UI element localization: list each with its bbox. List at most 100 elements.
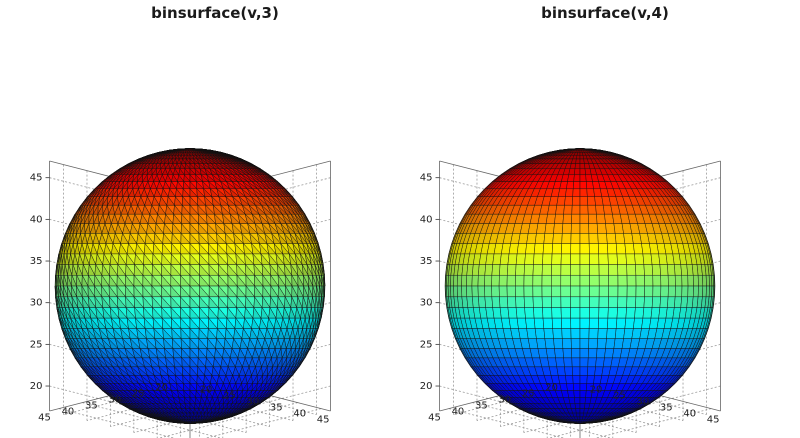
surface-cell (491, 296, 501, 308)
surface-cell (560, 264, 571, 276)
surface-cell (551, 243, 562, 255)
surface-cell (560, 296, 571, 308)
surface-cell (551, 296, 562, 308)
surface-cell (633, 243, 644, 255)
y-tick-label: 35 (85, 401, 98, 412)
surface-cell (692, 285, 699, 298)
surface-cell (477, 275, 486, 287)
surface-cell (667, 296, 676, 308)
surface-cell (579, 348, 589, 359)
surface-cell (571, 196, 581, 206)
surface-cell (598, 285, 609, 298)
surface-cell (533, 253, 544, 265)
surface-cell (579, 204, 589, 215)
surface-cell (542, 317, 553, 329)
surface-cell (570, 264, 581, 276)
surface-cell (606, 328, 617, 339)
surface-cell (643, 296, 654, 308)
surface-cell (587, 204, 597, 215)
y-tick-label: 30 (108, 395, 121, 406)
surface-cell (456, 275, 463, 287)
surface-cell (507, 253, 518, 265)
surface-cell (615, 243, 627, 255)
surface-cell (561, 243, 572, 255)
surface-cell (572, 383, 581, 391)
surface-cell (484, 296, 493, 308)
surface-cell (573, 174, 581, 182)
surface-cell (598, 253, 609, 265)
surface-cell (651, 296, 661, 308)
x-tick-label: 20 (200, 385, 213, 396)
surface-cell (634, 307, 645, 319)
surface-cell (571, 366, 581, 376)
surface-cell (570, 307, 581, 319)
surface-cell (650, 253, 661, 265)
surface-cell (515, 296, 525, 308)
surface-cell (616, 253, 627, 265)
surface-cell (635, 264, 645, 276)
surface-cell (554, 348, 564, 359)
surface-cell (541, 285, 552, 298)
surface-cell (532, 285, 543, 298)
surface-cell (508, 317, 519, 329)
surface-cell (633, 317, 644, 329)
surface-cell (588, 223, 598, 234)
surface-cell (608, 285, 619, 298)
surface-cell (596, 338, 607, 349)
surface-cell (568, 168, 576, 176)
surface-cell (598, 317, 609, 329)
surface-cell (579, 168, 586, 176)
surface-cell (532, 264, 543, 276)
surface-cell (525, 243, 536, 255)
surface-cell (565, 375, 574, 384)
surface-cell (543, 233, 554, 244)
surface-cell (499, 307, 510, 319)
surface-cell (570, 223, 581, 234)
surface-cell (506, 275, 516, 287)
surface-cell (456, 285, 463, 298)
surface-cell (557, 375, 567, 384)
surface-cell (566, 181, 574, 190)
surface-cell (484, 285, 493, 298)
surface-cell (561, 233, 572, 244)
surface-cell (614, 233, 626, 244)
surface-cell (608, 264, 619, 276)
surface-cell (579, 338, 590, 349)
surface-cell (533, 317, 545, 329)
surface-cell (557, 188, 567, 197)
z-tick-label: 25 (30, 339, 43, 350)
surface-cell (571, 357, 581, 368)
surface-cell (692, 275, 699, 287)
y-tick-label: 45 (38, 413, 51, 424)
surface-cell (588, 328, 599, 339)
surface-cell (545, 348, 556, 359)
surface-cell (453, 275, 458, 287)
surface-cell (516, 243, 527, 255)
surface-cell (652, 285, 662, 298)
surface-cell (453, 285, 458, 298)
surface-cell (597, 328, 608, 339)
surface-cell (471, 275, 479, 287)
surface-cell (556, 196, 566, 206)
z-tick-label: 35 (30, 256, 43, 267)
surface-cell (484, 264, 493, 276)
surface-cell (588, 317, 599, 329)
surface-cell (565, 188, 574, 197)
surface-cell (617, 275, 628, 287)
surface-cell (526, 233, 537, 244)
surface-cell (587, 357, 597, 368)
surface-cell (507, 307, 518, 319)
x-tick-label: 30 (247, 397, 260, 408)
sphere-surface (444, 148, 716, 424)
surface-cell (515, 285, 525, 298)
surface-cell (605, 338, 616, 349)
surface-cell (541, 296, 552, 308)
surface-cell (506, 296, 517, 308)
surface-cell (589, 307, 600, 319)
surface-cell (674, 285, 683, 298)
surface-cell (635, 296, 645, 308)
surface-cell (515, 275, 525, 287)
surface-cell (498, 275, 508, 287)
